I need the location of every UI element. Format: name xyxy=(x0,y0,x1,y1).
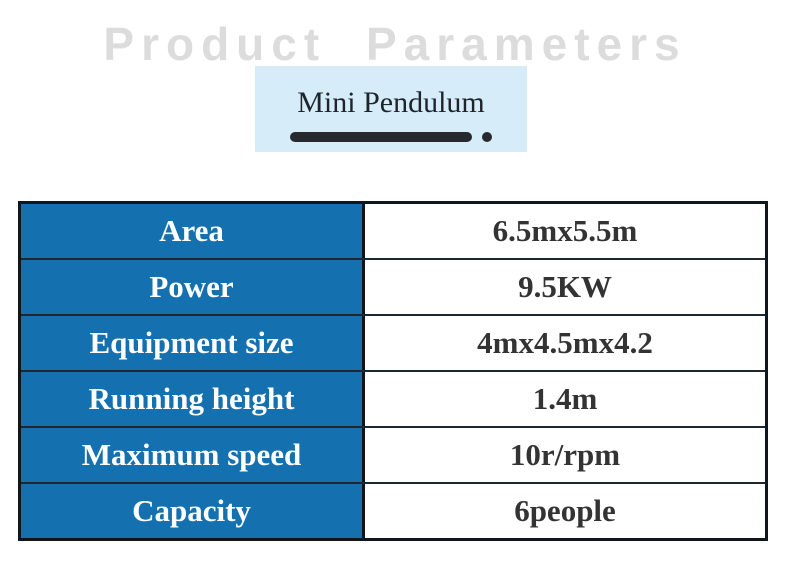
page-title: Product Parameters xyxy=(103,18,687,70)
table-row: Equipment size 4mx4.5mx4.2 xyxy=(21,316,765,372)
product-name: Mini Pendulum xyxy=(297,86,485,119)
table-row: Power 9.5KW xyxy=(21,260,765,316)
underline-bar xyxy=(290,132,472,142)
product-badge: Mini Pendulum xyxy=(255,66,527,152)
row-value: 10r/rpm xyxy=(509,437,621,472)
spec-table: Area 6.5mx5.5m Power 9.5KW Equipment siz… xyxy=(18,201,768,541)
row-label: Area xyxy=(21,204,365,258)
row-value: 6people xyxy=(514,493,616,528)
row-label: Maximum speed xyxy=(21,428,365,482)
underline-dot-icon xyxy=(482,132,492,142)
row-value: 6.5mx5.5m xyxy=(492,213,638,248)
row-label: Running height xyxy=(21,372,365,426)
row-value: 4mx4.5mx4.2 xyxy=(477,325,653,360)
row-value: 1.4m xyxy=(532,381,598,416)
table-row: Maximum speed 10r/rpm xyxy=(21,428,765,484)
row-value: 9.5KW xyxy=(518,269,612,304)
table-row: Running height 1.4m xyxy=(21,372,765,428)
row-label: Capacity xyxy=(21,484,365,538)
row-label: Power xyxy=(21,260,365,314)
table-row: Capacity 6people xyxy=(21,484,765,538)
row-label: Equipment size xyxy=(21,316,365,370)
table-row: Area 6.5mx5.5m xyxy=(21,204,765,260)
